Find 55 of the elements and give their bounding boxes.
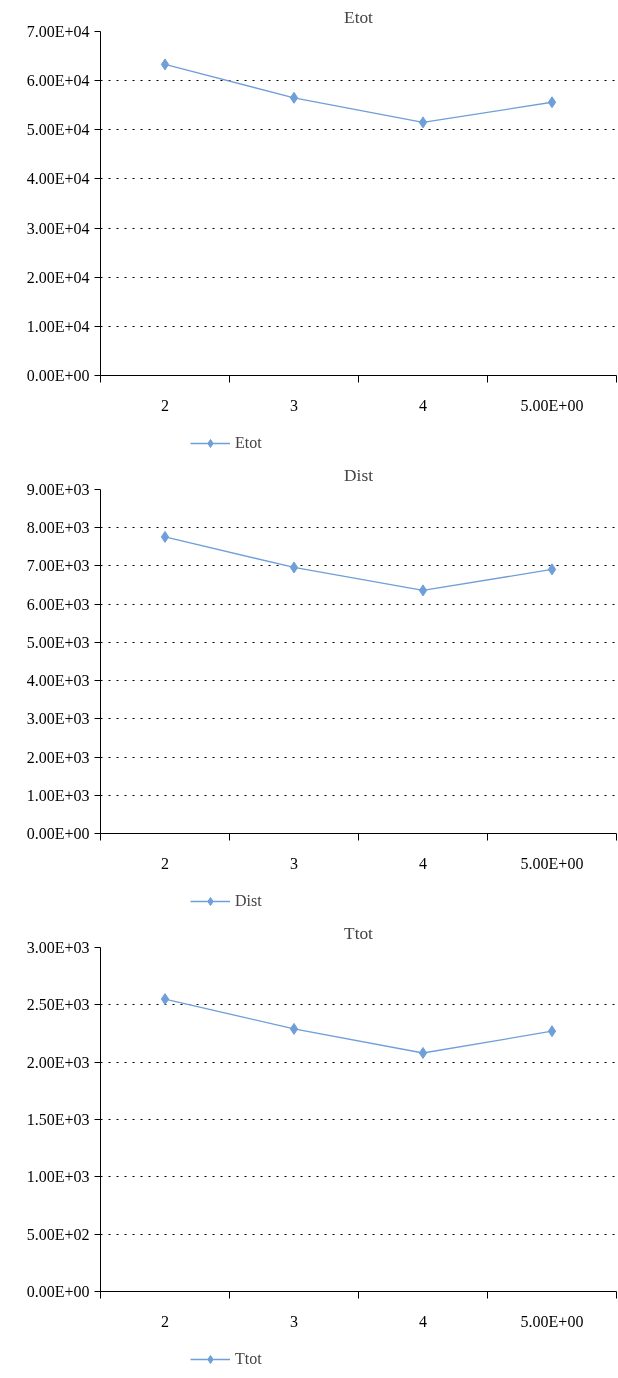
y-tick-label: 0.00E+00 [26, 1283, 90, 1300]
y-tick-label: 3.00E+03 [26, 939, 90, 956]
y-tick-label: 5.00E+04 [26, 121, 90, 139]
y-tick-label: 1.50E+03 [26, 1111, 90, 1128]
x-tick-label: 5.00E+00 [520, 854, 584, 872]
y-tick-label: 4.00E+04 [26, 170, 90, 188]
point [547, 1025, 557, 1038]
point [418, 116, 428, 129]
x-tick-label: 2 [161, 854, 169, 872]
y-tick-label: 7.00E+04 [26, 23, 90, 40]
x-tick-label: 3 [290, 1312, 298, 1330]
point [547, 96, 557, 109]
y-tick-label: 2.00E+03 [26, 748, 90, 766]
y-tick-label: 0.00E+00 [26, 825, 90, 842]
point [160, 58, 170, 71]
y-tick-label: 8.00E+03 [26, 519, 90, 537]
point [289, 1022, 299, 1035]
y-tick-label: 9.00E+03 [26, 481, 90, 498]
y-tick-label: 1.00E+03 [26, 1168, 90, 1186]
legend-label: Etot [235, 434, 262, 452]
y-tick-label: 1.00E+03 [26, 786, 90, 804]
point [289, 91, 299, 104]
x-tick-label: 3 [290, 854, 298, 872]
x-tick-label: 3 [290, 396, 298, 414]
chart-title: Dist [344, 465, 374, 485]
y-tick-label: 2.00E+04 [26, 268, 90, 286]
y-tick-label: 2.50E+03 [26, 996, 90, 1014]
y-tick-label: 0.00E+00 [26, 367, 90, 384]
x-tick-label: 4 [419, 854, 427, 872]
x-tick-label: 4 [419, 1312, 427, 1330]
y-tick-label: 3.00E+04 [26, 219, 90, 237]
point [289, 561, 299, 574]
y-tick-label: 6.00E+04 [26, 72, 90, 90]
y-tick-label: 3.00E+03 [26, 710, 90, 728]
x-tick-label: 2 [161, 396, 169, 414]
y-tick-label: 4.00E+03 [26, 672, 90, 690]
y-tick-label: 6.00E+03 [26, 595, 90, 613]
y-tick-label: 5.00E+03 [26, 633, 90, 651]
y-tick-label: 2.00E+03 [26, 1053, 90, 1071]
legend-label: Ttot [235, 1350, 262, 1368]
x-tick-label: 5.00E+00 [520, 1312, 584, 1330]
point [418, 1046, 428, 1059]
x-tick-label: 5.00E+00 [520, 396, 584, 414]
point [418, 584, 428, 597]
point [160, 993, 170, 1006]
point [160, 530, 170, 543]
y-tick-label: 1.00E+04 [26, 317, 90, 335]
point [547, 563, 557, 576]
y-tick-label: 7.00E+03 [26, 557, 90, 575]
x-tick-label: 4 [419, 396, 427, 414]
legend-label: Dist [235, 892, 262, 910]
y-tick-label: 5.00E+02 [26, 1225, 90, 1243]
x-tick-label: 2 [161, 1312, 169, 1330]
chart-title: Ttot [344, 923, 374, 943]
chart-title: Etot [344, 7, 374, 27]
